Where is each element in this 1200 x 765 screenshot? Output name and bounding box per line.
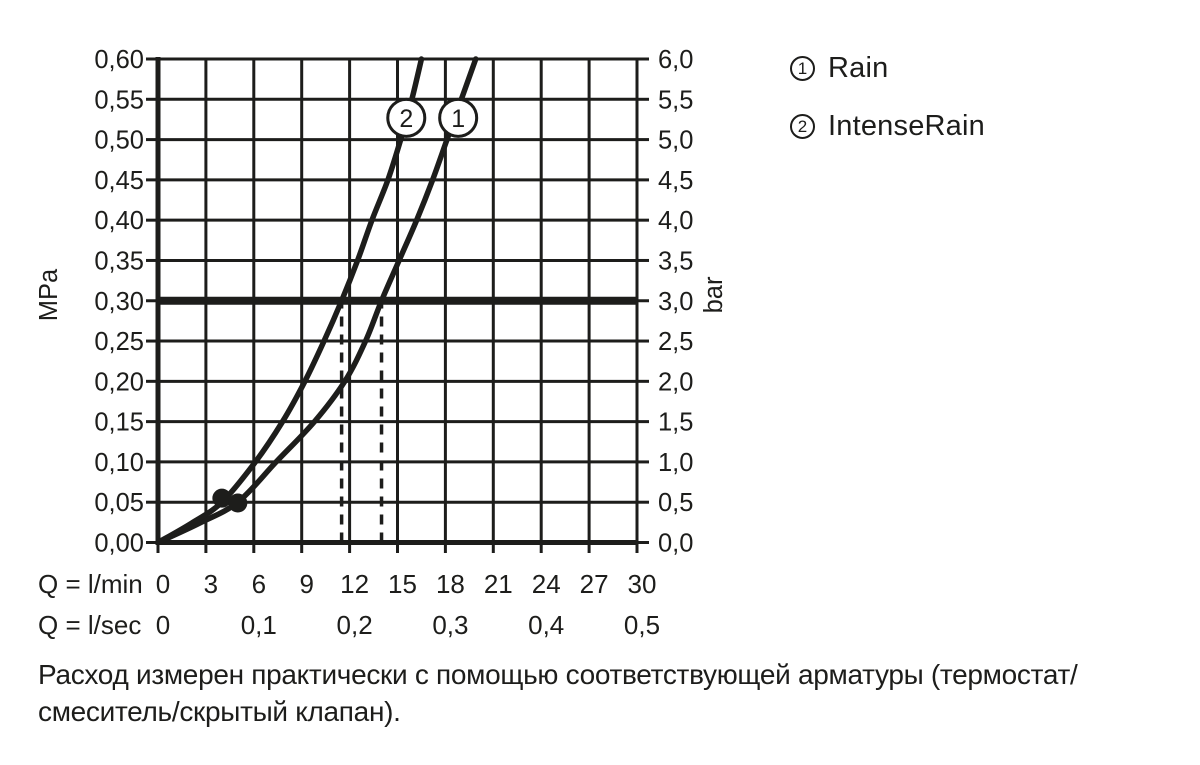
caption-line-1: Расход измерен практически с помощью соо… [38, 659, 1078, 690]
y-left-tick-label: 0,40 [94, 207, 144, 235]
y-right-tick-label: 4,5 [658, 167, 693, 195]
x-tick-label-lmin: 30 [628, 569, 657, 599]
y-right-axis-unit-bar: bar [700, 276, 728, 313]
series-label-number-1: 1 [451, 105, 465, 133]
x-tick-label-lmin: 21 [484, 569, 513, 599]
y-right-tick-label: 0,0 [658, 530, 693, 558]
y-left-tick-label: 0,60 [94, 46, 144, 74]
x-tick-label-lmin: 27 [580, 569, 609, 599]
y-right-tick-label: 5,0 [658, 127, 693, 155]
y-left-tick-label: 0,15 [94, 409, 144, 437]
chart-caption: Расход измерен практически с помощью соо… [38, 656, 1168, 730]
x-tick-label-lsec: 0 [156, 610, 170, 640]
x-axis-row-label-lmin: Q = l/min [38, 569, 143, 599]
x-tick-label-lmin: 15 [388, 569, 417, 599]
y-left-tick-label: 0,50 [94, 127, 144, 155]
x-tick-label-lmin: 0 [156, 569, 170, 599]
y-left-tick-label: 0,30 [94, 288, 144, 316]
y-left-tick-label: 0,00 [94, 530, 144, 558]
caption-line-2: смеситель/скрытый клапан). [38, 696, 401, 727]
y-right-tick-label: 2,5 [658, 328, 693, 356]
x-tick-label-lmin: 9 [299, 569, 313, 599]
data-point-marker-intenserain [212, 488, 232, 508]
series-label-circle-1 [438, 97, 479, 138]
y-right-tick-label: 1,0 [658, 449, 693, 477]
y-left-axis-unit-mpa: MPa [35, 268, 63, 321]
x-tick-label-lmin: 18 [436, 569, 465, 599]
legend-label-rain: Rain [828, 52, 889, 84]
x-tick-label-lsec: 0,1 [241, 610, 277, 640]
chart-legend: 1 Rain 2 IntenseRain [790, 52, 985, 168]
x-tick-label-lmin: 6 [252, 569, 266, 599]
x-tick-label-lmin: 12 [340, 569, 369, 599]
legend-circled-number-2: 2 [790, 114, 815, 139]
x-tick-label-lsec: 0,3 [432, 610, 468, 640]
y-left-tick-label: 0,20 [94, 368, 144, 396]
legend-item-intenserain: 2 IntenseRain [790, 110, 985, 143]
legend-label-intenserain: IntenseRain [828, 110, 985, 142]
data-point-marker-rain [228, 493, 248, 513]
y-right-tick-label: 1,5 [658, 409, 693, 437]
x-tick-label-lsec: 0,2 [337, 610, 373, 640]
y-left-tick-label: 0,25 [94, 328, 144, 356]
flow-rate-chart: 120,600,550,500,450,400,350,300,250,200,… [35, 46, 728, 640]
series-label-number-2: 2 [399, 105, 413, 133]
y-left-tick-label: 0,05 [94, 489, 144, 517]
x-axis-row-label-lsec: Q = l/sec [38, 610, 141, 640]
y-left-tick-label: 0,55 [94, 86, 144, 114]
y-right-tick-label: 0,5 [658, 489, 693, 517]
y-left-tick-label: 0,45 [94, 167, 144, 195]
legend-item-rain: 1 Rain [790, 52, 985, 85]
y-right-tick-label: 4,0 [658, 207, 693, 235]
x-tick-label-lmin: 3 [204, 569, 218, 599]
legend-circled-number-1: 1 [790, 56, 815, 81]
x-tick-label-lsec: 0,4 [528, 610, 564, 640]
x-tick-label-lmin: 24 [532, 569, 561, 599]
x-tick-label-lsec: 0,5 [624, 610, 660, 640]
y-right-tick-label: 2,0 [658, 368, 693, 396]
y-right-tick-label: 5,5 [658, 86, 693, 114]
series-label-circle-2 [386, 97, 427, 138]
y-right-tick-label: 3,5 [658, 247, 693, 275]
y-left-tick-label: 0,10 [94, 449, 144, 477]
y-right-tick-label: 3,0 [658, 288, 693, 316]
y-left-tick-label: 0,35 [94, 247, 144, 275]
y-right-tick-label: 6,0 [658, 46, 693, 74]
